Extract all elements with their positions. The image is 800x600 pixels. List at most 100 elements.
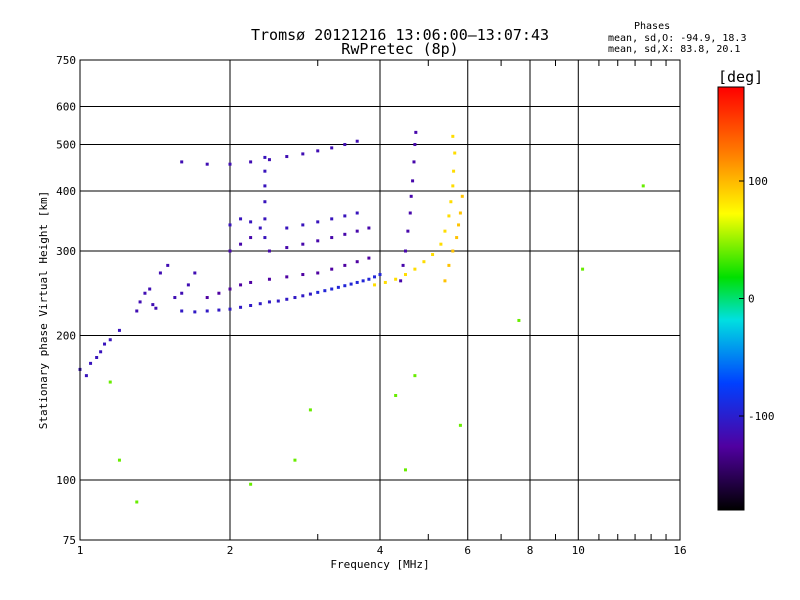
data-point — [517, 318, 521, 322]
data-point — [316, 271, 320, 275]
data-point — [138, 300, 142, 304]
data-point — [258, 226, 262, 230]
data-point — [451, 249, 455, 253]
x-tick-label: 16 — [673, 544, 686, 557]
colorbar-unit: [deg] — [718, 68, 764, 86]
data-point — [180, 160, 184, 164]
data-point — [581, 267, 585, 271]
data-point — [343, 284, 347, 288]
data-point — [267, 249, 271, 253]
data-point — [343, 214, 347, 218]
data-point — [316, 239, 320, 243]
x-tick-label: 8 — [527, 544, 534, 557]
data-point — [403, 273, 407, 277]
data-point — [367, 277, 371, 281]
data-point — [135, 309, 139, 313]
data-point — [276, 299, 280, 303]
data-points — [78, 130, 645, 504]
data-point — [330, 146, 334, 150]
y-axis-label: Stationary phase Virtual Height [km] — [37, 191, 50, 429]
x-axis-label: Frequency [MHz] — [330, 558, 429, 571]
data-point — [458, 211, 462, 215]
data-point — [166, 263, 170, 267]
data-point — [349, 282, 353, 286]
data-point — [403, 249, 407, 253]
data-point — [95, 355, 99, 359]
data-point — [239, 305, 243, 309]
data-point — [641, 184, 645, 188]
y-tick-label: 100 — [56, 474, 76, 487]
data-point — [205, 309, 209, 313]
data-point — [301, 223, 305, 227]
data-point — [413, 374, 417, 378]
colorbar-ticks: 100 0 -100 — [739, 175, 775, 423]
y-tick-label: 500 — [56, 139, 76, 152]
data-point — [460, 194, 464, 198]
data-point — [355, 211, 359, 215]
data-point — [249, 303, 253, 307]
data-point — [285, 275, 289, 279]
data-point — [263, 169, 267, 173]
data-point — [186, 283, 190, 287]
data-point — [239, 242, 243, 246]
data-point — [367, 226, 371, 230]
x-tick-label: 10 — [572, 544, 585, 557]
data-point — [308, 408, 312, 412]
data-point — [406, 229, 410, 233]
data-point — [249, 482, 253, 486]
data-point — [263, 200, 267, 204]
data-point — [457, 223, 461, 227]
chart-subtitle: RwPretec (8p) — [341, 40, 459, 58]
data-point — [117, 458, 121, 462]
data-point — [180, 309, 184, 313]
x-tick-label: 2 — [227, 544, 234, 557]
data-point — [409, 194, 413, 198]
data-point — [267, 158, 271, 162]
data-point — [330, 287, 334, 291]
data-point — [249, 220, 253, 224]
data-point — [343, 263, 347, 267]
data-point — [103, 342, 107, 346]
data-point — [84, 374, 88, 378]
data-point — [439, 242, 443, 246]
data-point — [263, 155, 267, 159]
data-point — [413, 143, 417, 147]
data-point — [413, 267, 417, 271]
data-point — [373, 275, 377, 279]
data-point — [217, 308, 221, 312]
data-point — [394, 394, 398, 398]
data-point — [205, 296, 209, 300]
data-point — [151, 303, 155, 307]
data-point — [355, 260, 359, 264]
data-point — [285, 155, 289, 159]
data-point — [180, 291, 184, 295]
grid-lines — [80, 60, 680, 540]
data-point — [301, 152, 305, 156]
colorbar-tick-label: -100 — [748, 410, 775, 423]
y-tick-label: 200 — [56, 330, 76, 343]
data-point — [408, 211, 412, 215]
y-tick-label: 75 — [63, 534, 76, 547]
data-point — [414, 130, 418, 134]
data-point — [99, 350, 103, 354]
data-point — [239, 283, 243, 287]
data-point — [263, 236, 267, 240]
data-point — [285, 297, 289, 301]
data-point — [412, 160, 416, 164]
data-point — [355, 229, 359, 233]
data-point — [293, 296, 297, 300]
data-point — [301, 294, 305, 298]
data-point — [148, 287, 152, 291]
data-point — [455, 236, 459, 240]
y-tick-label: 300 — [56, 245, 76, 258]
data-point — [267, 277, 271, 281]
data-point — [117, 328, 121, 332]
data-point — [301, 242, 305, 246]
data-point — [422, 260, 426, 264]
data-point — [135, 500, 139, 504]
phase-o-stats: mean, sd,O: -94.9, 18.3 — [608, 33, 747, 44]
data-point — [263, 184, 267, 188]
x-tick-label: 4 — [377, 544, 384, 557]
y-tick-label: 600 — [56, 101, 76, 114]
data-point — [108, 380, 112, 384]
